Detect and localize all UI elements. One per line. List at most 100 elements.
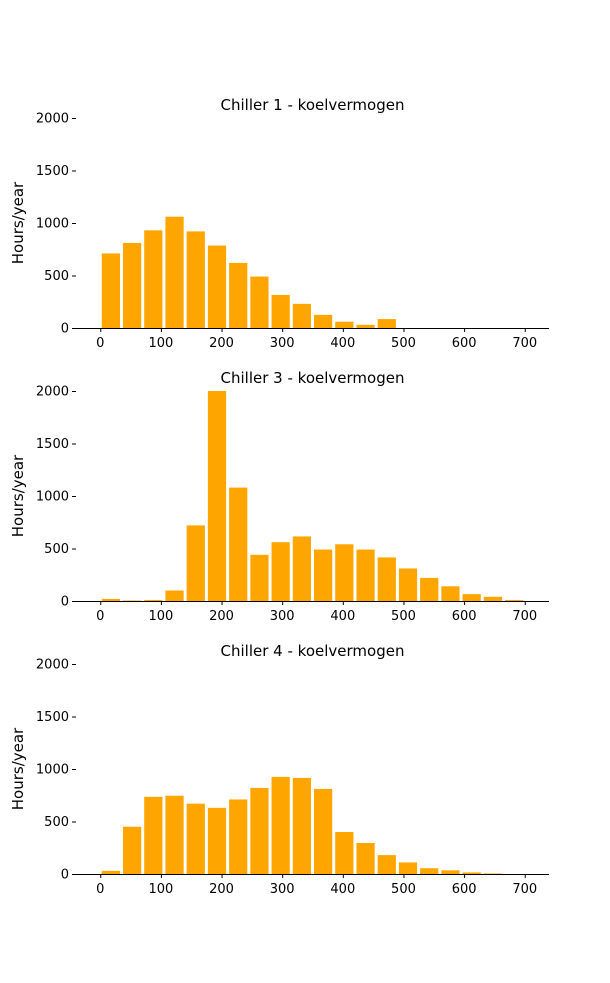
y-axis-label: Hours/year (9, 454, 27, 537)
x-tick-label: 500 (391, 882, 416, 897)
chart-title: Chiller 3 - koelvermogen (221, 369, 405, 387)
bar (377, 557, 396, 601)
bar (314, 549, 333, 601)
bar (207, 807, 227, 874)
bar (101, 870, 120, 874)
bar (165, 216, 184, 328)
x-tick-label: 600 (452, 609, 477, 624)
x-tick-label: 400 (330, 609, 355, 624)
y-tick-label: 0 (61, 595, 69, 610)
x-tick-label: 200 (209, 336, 234, 351)
bar (335, 321, 354, 328)
bar (505, 599, 524, 601)
bar (186, 525, 205, 601)
bar (462, 872, 481, 874)
bar (398, 862, 418, 874)
bar (377, 319, 396, 328)
bar (101, 253, 120, 328)
x-tick-label: 400 (330, 882, 355, 897)
y-tick-label: 500 (44, 815, 69, 830)
bar (144, 796, 163, 874)
bar (229, 262, 248, 328)
x-tick-label: 0 (96, 609, 104, 624)
chart-title: Chiller 1 - koelvermogen (221, 96, 405, 114)
x-tick-label: 500 (391, 609, 416, 624)
y-tick-label: 1000 (36, 217, 69, 232)
x-tick-label: 100 (148, 609, 173, 624)
y-tick-label: 0 (61, 322, 69, 337)
x-tick-label: 600 (452, 336, 477, 351)
x-tick-label: 700 (512, 336, 537, 351)
y-tick-label: 500 (44, 269, 69, 284)
y-tick-label: 2000 (36, 658, 69, 673)
bar (186, 803, 205, 874)
bar (314, 314, 333, 329)
bar (356, 843, 375, 874)
bar (483, 596, 503, 601)
bar (483, 873, 503, 874)
x-tick-label: 400 (330, 336, 355, 351)
bar (356, 324, 375, 328)
bar (186, 231, 205, 328)
y-tick-label: 2000 (36, 112, 69, 127)
y-tick-label: 1500 (36, 164, 69, 179)
x-tick-label: 500 (391, 336, 416, 351)
chart-3: Chiller 4 - koelvermogen Hours/year 0 500 10… (9, 642, 549, 897)
bar (207, 245, 227, 328)
bar (207, 391, 227, 601)
x-tick-label: 200 (209, 609, 234, 624)
bar (314, 788, 333, 874)
bar (271, 294, 290, 328)
y-axis-label: Hours/year (9, 727, 27, 810)
x-tick-label: 200 (209, 882, 234, 897)
chart-title: Chiller 4 - koelvermogen (221, 642, 405, 660)
y-axis-label: Hours/year (9, 181, 27, 264)
x-tick-label: 700 (512, 609, 537, 624)
x-tick-label: 0 (96, 882, 104, 897)
bar (165, 590, 184, 601)
x-tick-label: 300 (270, 882, 295, 897)
bar (250, 554, 269, 601)
y-tick-label: 1000 (36, 490, 69, 505)
bar (144, 230, 163, 328)
bar (144, 599, 163, 601)
x-tick-label: 600 (452, 882, 477, 897)
bar (420, 868, 439, 874)
y-tick-label: 0 (61, 868, 69, 883)
bar (250, 787, 269, 874)
bar (335, 544, 354, 601)
bar (122, 826, 142, 874)
bar (462, 594, 481, 601)
bar (122, 242, 142, 328)
y-tick-label: 1000 (36, 763, 69, 778)
bar (441, 586, 460, 601)
y-tick-label: 2000 (36, 385, 69, 400)
y-tick-label: 500 (44, 542, 69, 557)
bar (229, 799, 248, 874)
bar (398, 568, 418, 601)
x-tick-label: 100 (148, 336, 173, 351)
bar (229, 487, 248, 601)
bar (335, 832, 354, 874)
bar (441, 870, 460, 874)
x-tick-label: 300 (270, 336, 295, 351)
x-tick-label: 0 (96, 336, 104, 351)
x-tick-label: 300 (270, 609, 295, 624)
bar (292, 303, 311, 328)
bar (122, 600, 142, 601)
bar (356, 549, 375, 601)
bar (101, 598, 120, 601)
x-tick-label: 700 (512, 882, 537, 897)
bar (165, 795, 184, 874)
bar (271, 776, 290, 875)
bar (292, 536, 311, 601)
bar (271, 542, 290, 601)
bar (250, 276, 269, 328)
bar (377, 855, 396, 874)
y-tick-label: 1500 (36, 437, 69, 452)
x-tick-label: 100 (148, 882, 173, 897)
bar (420, 577, 439, 601)
y-tick-label: 1500 (36, 710, 69, 725)
chart-1: Chiller 1 - koelvermogen Hours/year 0 500 10… (9, 96, 549, 351)
